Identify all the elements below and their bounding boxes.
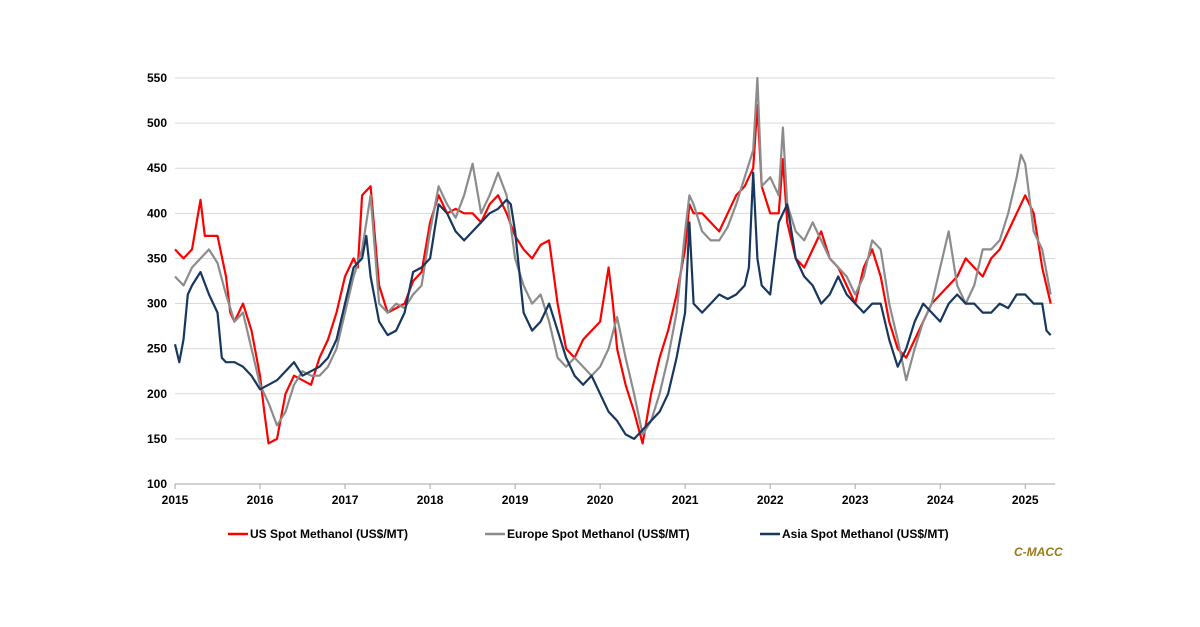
legend-label: Asia Spot Methanol (US$/MT) [782, 527, 949, 541]
gridlines [175, 77, 1055, 440]
x-tick-label: 2023 [842, 493, 869, 507]
x-tick-label: 2016 [247, 493, 274, 507]
series-line-asia [173, 171, 1052, 440]
x-tick-label: 2022 [757, 493, 784, 507]
y-tick-label: 200 [147, 387, 167, 401]
x-tick-label: 2020 [587, 493, 614, 507]
x-tick-label: 2024 [927, 493, 954, 507]
x-tick-label: 2019 [502, 493, 529, 507]
legend-label: Europe Spot Methanol (US$/MT) [507, 527, 690, 541]
y-tick-label: 250 [147, 342, 167, 356]
y-tick-label: 400 [147, 206, 167, 220]
y-tick-label: 500 [147, 116, 167, 130]
series-line-us [174, 104, 1052, 445]
x-tick-label: 2021 [672, 493, 699, 507]
y-axis-ticks: 100 150 200 250 300 350 400 450 500 550 [147, 71, 167, 491]
series-line-europe [174, 76, 1052, 436]
x-tick-label: 2025 [1012, 493, 1039, 507]
series-lines [173, 76, 1052, 445]
y-tick-label: 100 [147, 477, 167, 491]
legend-label: US Spot Methanol (US$/MT) [250, 527, 408, 541]
x-axis: 2015 2016 2017 2018 2019 2020 2021 2022 2023 2024… [162, 483, 1055, 507]
y-tick-label: 300 [147, 297, 167, 311]
x-tick-label: 2015 [162, 493, 189, 507]
source-label: C-MACC [1014, 545, 1063, 559]
legend: US Spot Methanol (US$/MT) Europe Spot Met… [228, 527, 949, 541]
x-tick-label: 2018 [417, 493, 444, 507]
y-tick-label: 550 [147, 71, 167, 85]
y-tick-label: 350 [147, 251, 167, 265]
y-tick-label: 150 [147, 432, 167, 446]
y-tick-label: 450 [147, 161, 167, 175]
x-tick-label: 2017 [332, 493, 359, 507]
